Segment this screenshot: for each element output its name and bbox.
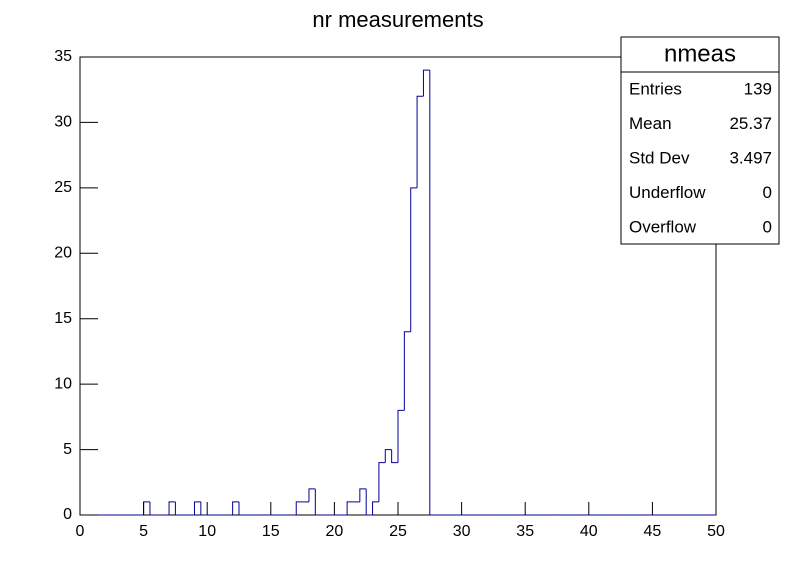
x-tick-label: 20 [326, 523, 344, 540]
histogram-bin [359, 488, 367, 502]
stats-title: nmeas [664, 40, 736, 67]
histogram-bin [384, 449, 392, 463]
x-tick-label: 15 [262, 523, 280, 540]
stats-label: Std Dev [629, 148, 690, 167]
histogram-bin [410, 187, 418, 332]
histogram-bin [397, 409, 405, 463]
y-tick-label: 25 [54, 179, 72, 196]
stats-label: Underflow [629, 183, 706, 202]
y-tick-label: 10 [54, 375, 72, 392]
x-tick-label: 30 [453, 523, 471, 540]
y-tick-label: 0 [63, 506, 72, 523]
x-tick-label: 35 [516, 523, 534, 540]
histogram-bin [416, 95, 424, 188]
y-tick-label: 15 [54, 310, 72, 327]
stats-label: Mean [629, 114, 672, 133]
histogram [80, 69, 716, 516]
x-tick-label: 40 [580, 523, 598, 540]
chart-title: nr measurements [312, 7, 483, 32]
x-tick-label: 45 [644, 523, 662, 540]
x-tick-label: 10 [198, 523, 216, 540]
histogram-bin [372, 501, 379, 515]
histogram-bin [429, 70, 437, 516]
y-tick-label: 35 [54, 48, 72, 65]
stats-value: 139 [744, 79, 772, 98]
histogram-bin [365, 488, 373, 516]
stats-value: 25.37 [729, 114, 772, 133]
histogram-bin [232, 501, 239, 515]
stats-value: 0 [763, 217, 772, 236]
x-tick-label: 25 [389, 523, 407, 540]
stats-label: Entries [629, 79, 682, 98]
histogram-bin [149, 501, 157, 516]
histogram-bin [200, 501, 208, 516]
histogram-bin [295, 501, 303, 515]
stats-value: 0 [763, 183, 772, 202]
x-tick-label: 0 [76, 523, 85, 540]
y-tick-label: 5 [63, 441, 72, 458]
x-tick-label: 50 [707, 523, 725, 540]
histogram-bin [346, 501, 354, 515]
histogram-bin [403, 331, 411, 411]
histogram-bin [314, 488, 322, 516]
histogram-bin [168, 501, 176, 515]
histogram-bin [308, 488, 316, 502]
histogram-bin [422, 69, 430, 97]
y-tick-label: 20 [54, 245, 72, 262]
stats-box [620, 36, 780, 245]
histogram-bin [238, 501, 246, 516]
x-tick-label: 5 [139, 523, 148, 540]
histogram-bin [378, 462, 386, 502]
histogram-bin [174, 501, 182, 516]
stats-label: Overflow [629, 217, 697, 236]
histogram-bin [391, 449, 398, 464]
stats-value: 3.497 [729, 148, 772, 167]
histogram-bin [193, 501, 201, 515]
y-tick-label: 30 [54, 114, 72, 131]
